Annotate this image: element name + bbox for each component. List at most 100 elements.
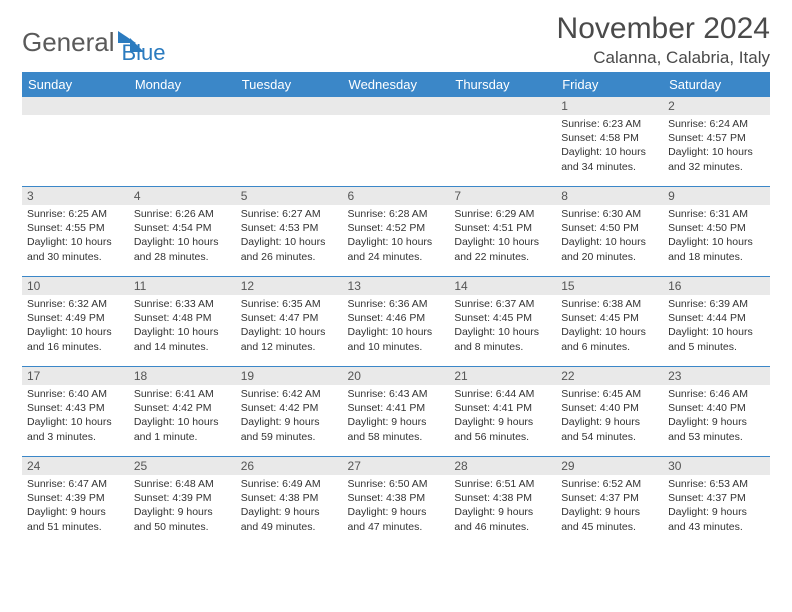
day-body: Sunrise: 6:30 AMSunset: 4:50 PMDaylight:… <box>556 205 663 268</box>
calendar-day-cell: 16Sunrise: 6:39 AMSunset: 4:44 PMDayligh… <box>663 277 770 367</box>
day-line: and 58 minutes. <box>348 430 445 444</box>
calendar-day-cell: 23Sunrise: 6:46 AMSunset: 4:40 PMDayligh… <box>663 367 770 457</box>
day-line: Sunrise: 6:43 AM <box>348 387 445 401</box>
day-line: and 30 minutes. <box>27 250 124 264</box>
day-body: Sunrise: 6:47 AMSunset: 4:39 PMDaylight:… <box>22 475 129 538</box>
day-line: Sunrise: 6:46 AM <box>668 387 765 401</box>
day-line: Sunrise: 6:47 AM <box>27 477 124 491</box>
day-line: and 8 minutes. <box>454 340 551 354</box>
day-line: Sunrise: 6:24 AM <box>668 117 765 131</box>
day-body: Sunrise: 6:25 AMSunset: 4:55 PMDaylight:… <box>22 205 129 268</box>
day-number: 6 <box>343 187 450 205</box>
day-line: Sunrise: 6:26 AM <box>134 207 231 221</box>
day-line: Sunrise: 6:37 AM <box>454 297 551 311</box>
day-line: Sunset: 4:55 PM <box>27 221 124 235</box>
day-line: Daylight: 9 hours <box>27 505 124 519</box>
day-line: and 10 minutes. <box>348 340 445 354</box>
day-line: Daylight: 9 hours <box>348 505 445 519</box>
calendar-day-cell <box>236 97 343 187</box>
day-line: Sunset: 4:58 PM <box>561 131 658 145</box>
calendar-week-row: 24Sunrise: 6:47 AMSunset: 4:39 PMDayligh… <box>22 457 770 547</box>
day-line: Sunrise: 6:30 AM <box>561 207 658 221</box>
day-line: Sunrise: 6:51 AM <box>454 477 551 491</box>
calendar-day-cell: 3Sunrise: 6:25 AMSunset: 4:55 PMDaylight… <box>22 187 129 277</box>
day-line: and 43 minutes. <box>668 520 765 534</box>
calendar-day-cell: 13Sunrise: 6:36 AMSunset: 4:46 PMDayligh… <box>343 277 450 367</box>
day-line: Daylight: 9 hours <box>668 505 765 519</box>
day-body: Sunrise: 6:26 AMSunset: 4:54 PMDaylight:… <box>129 205 236 268</box>
calendar-table: Sunday Monday Tuesday Wednesday Thursday… <box>22 72 770 547</box>
weekday-header: Thursday <box>449 73 556 97</box>
day-line: and 46 minutes. <box>454 520 551 534</box>
day-body: Sunrise: 6:41 AMSunset: 4:42 PMDaylight:… <box>129 385 236 448</box>
day-number <box>22 97 129 115</box>
day-line: Sunrise: 6:48 AM <box>134 477 231 491</box>
day-body: Sunrise: 6:43 AMSunset: 4:41 PMDaylight:… <box>343 385 450 448</box>
calendar-day-cell: 17Sunrise: 6:40 AMSunset: 4:43 PMDayligh… <box>22 367 129 457</box>
day-number <box>343 97 450 115</box>
day-body <box>129 115 236 121</box>
calendar-day-cell: 29Sunrise: 6:52 AMSunset: 4:37 PMDayligh… <box>556 457 663 547</box>
day-number <box>449 97 556 115</box>
weekday-header: Sunday <box>22 73 129 97</box>
day-line: and 34 minutes. <box>561 160 658 174</box>
day-body: Sunrise: 6:51 AMSunset: 4:38 PMDaylight:… <box>449 475 556 538</box>
day-line: Sunset: 4:38 PM <box>348 491 445 505</box>
day-line: Sunset: 4:47 PM <box>241 311 338 325</box>
day-line: Daylight: 10 hours <box>27 235 124 249</box>
day-body <box>236 115 343 121</box>
day-line: Sunrise: 6:44 AM <box>454 387 551 401</box>
day-number: 15 <box>556 277 663 295</box>
calendar-day-cell: 4Sunrise: 6:26 AMSunset: 4:54 PMDaylight… <box>129 187 236 277</box>
day-number: 18 <box>129 367 236 385</box>
day-number: 1 <box>556 97 663 115</box>
calendar-day-cell: 20Sunrise: 6:43 AMSunset: 4:41 PMDayligh… <box>343 367 450 457</box>
day-line: Daylight: 10 hours <box>561 235 658 249</box>
day-line: Daylight: 9 hours <box>134 505 231 519</box>
day-line: and 6 minutes. <box>561 340 658 354</box>
day-number: 7 <box>449 187 556 205</box>
day-number: 29 <box>556 457 663 475</box>
day-line: and 51 minutes. <box>27 520 124 534</box>
day-line: and 53 minutes. <box>668 430 765 444</box>
day-line: and 1 minute. <box>134 430 231 444</box>
calendar-day-cell <box>449 97 556 187</box>
calendar-day-cell: 5Sunrise: 6:27 AMSunset: 4:53 PMDaylight… <box>236 187 343 277</box>
day-line: Sunrise: 6:35 AM <box>241 297 338 311</box>
day-line: Sunset: 4:42 PM <box>241 401 338 415</box>
day-number: 24 <box>22 457 129 475</box>
calendar-day-cell: 6Sunrise: 6:28 AMSunset: 4:52 PMDaylight… <box>343 187 450 277</box>
day-number: 27 <box>343 457 450 475</box>
day-number: 16 <box>663 277 770 295</box>
day-number: 23 <box>663 367 770 385</box>
day-line: and 50 minutes. <box>134 520 231 534</box>
day-line: Daylight: 10 hours <box>241 235 338 249</box>
calendar-week-row: 1Sunrise: 6:23 AMSunset: 4:58 PMDaylight… <box>22 97 770 187</box>
day-line: Daylight: 9 hours <box>241 415 338 429</box>
day-line: Daylight: 10 hours <box>348 235 445 249</box>
day-body: Sunrise: 6:27 AMSunset: 4:53 PMDaylight:… <box>236 205 343 268</box>
day-body <box>449 115 556 121</box>
calendar-day-cell: 25Sunrise: 6:48 AMSunset: 4:39 PMDayligh… <box>129 457 236 547</box>
day-line: Sunset: 4:39 PM <box>134 491 231 505</box>
day-line: and 14 minutes. <box>134 340 231 354</box>
day-line: and 22 minutes. <box>454 250 551 264</box>
weekday-header-row: Sunday Monday Tuesday Wednesday Thursday… <box>22 73 770 97</box>
day-line: Daylight: 10 hours <box>668 235 765 249</box>
day-line: Sunrise: 6:40 AM <box>27 387 124 401</box>
day-line: Sunrise: 6:38 AM <box>561 297 658 311</box>
day-line: Daylight: 9 hours <box>561 415 658 429</box>
day-line: and 5 minutes. <box>668 340 765 354</box>
day-line: Daylight: 10 hours <box>348 325 445 339</box>
day-line: and 47 minutes. <box>348 520 445 534</box>
day-line: and 28 minutes. <box>134 250 231 264</box>
day-line: Sunrise: 6:50 AM <box>348 477 445 491</box>
day-line: Sunset: 4:49 PM <box>27 311 124 325</box>
calendar-day-cell: 9Sunrise: 6:31 AMSunset: 4:50 PMDaylight… <box>663 187 770 277</box>
day-line: and 54 minutes. <box>561 430 658 444</box>
calendar-day-cell: 18Sunrise: 6:41 AMSunset: 4:42 PMDayligh… <box>129 367 236 457</box>
weekday-header: Friday <box>556 73 663 97</box>
day-line: Sunset: 4:41 PM <box>454 401 551 415</box>
day-number: 4 <box>129 187 236 205</box>
day-line: Daylight: 9 hours <box>241 505 338 519</box>
